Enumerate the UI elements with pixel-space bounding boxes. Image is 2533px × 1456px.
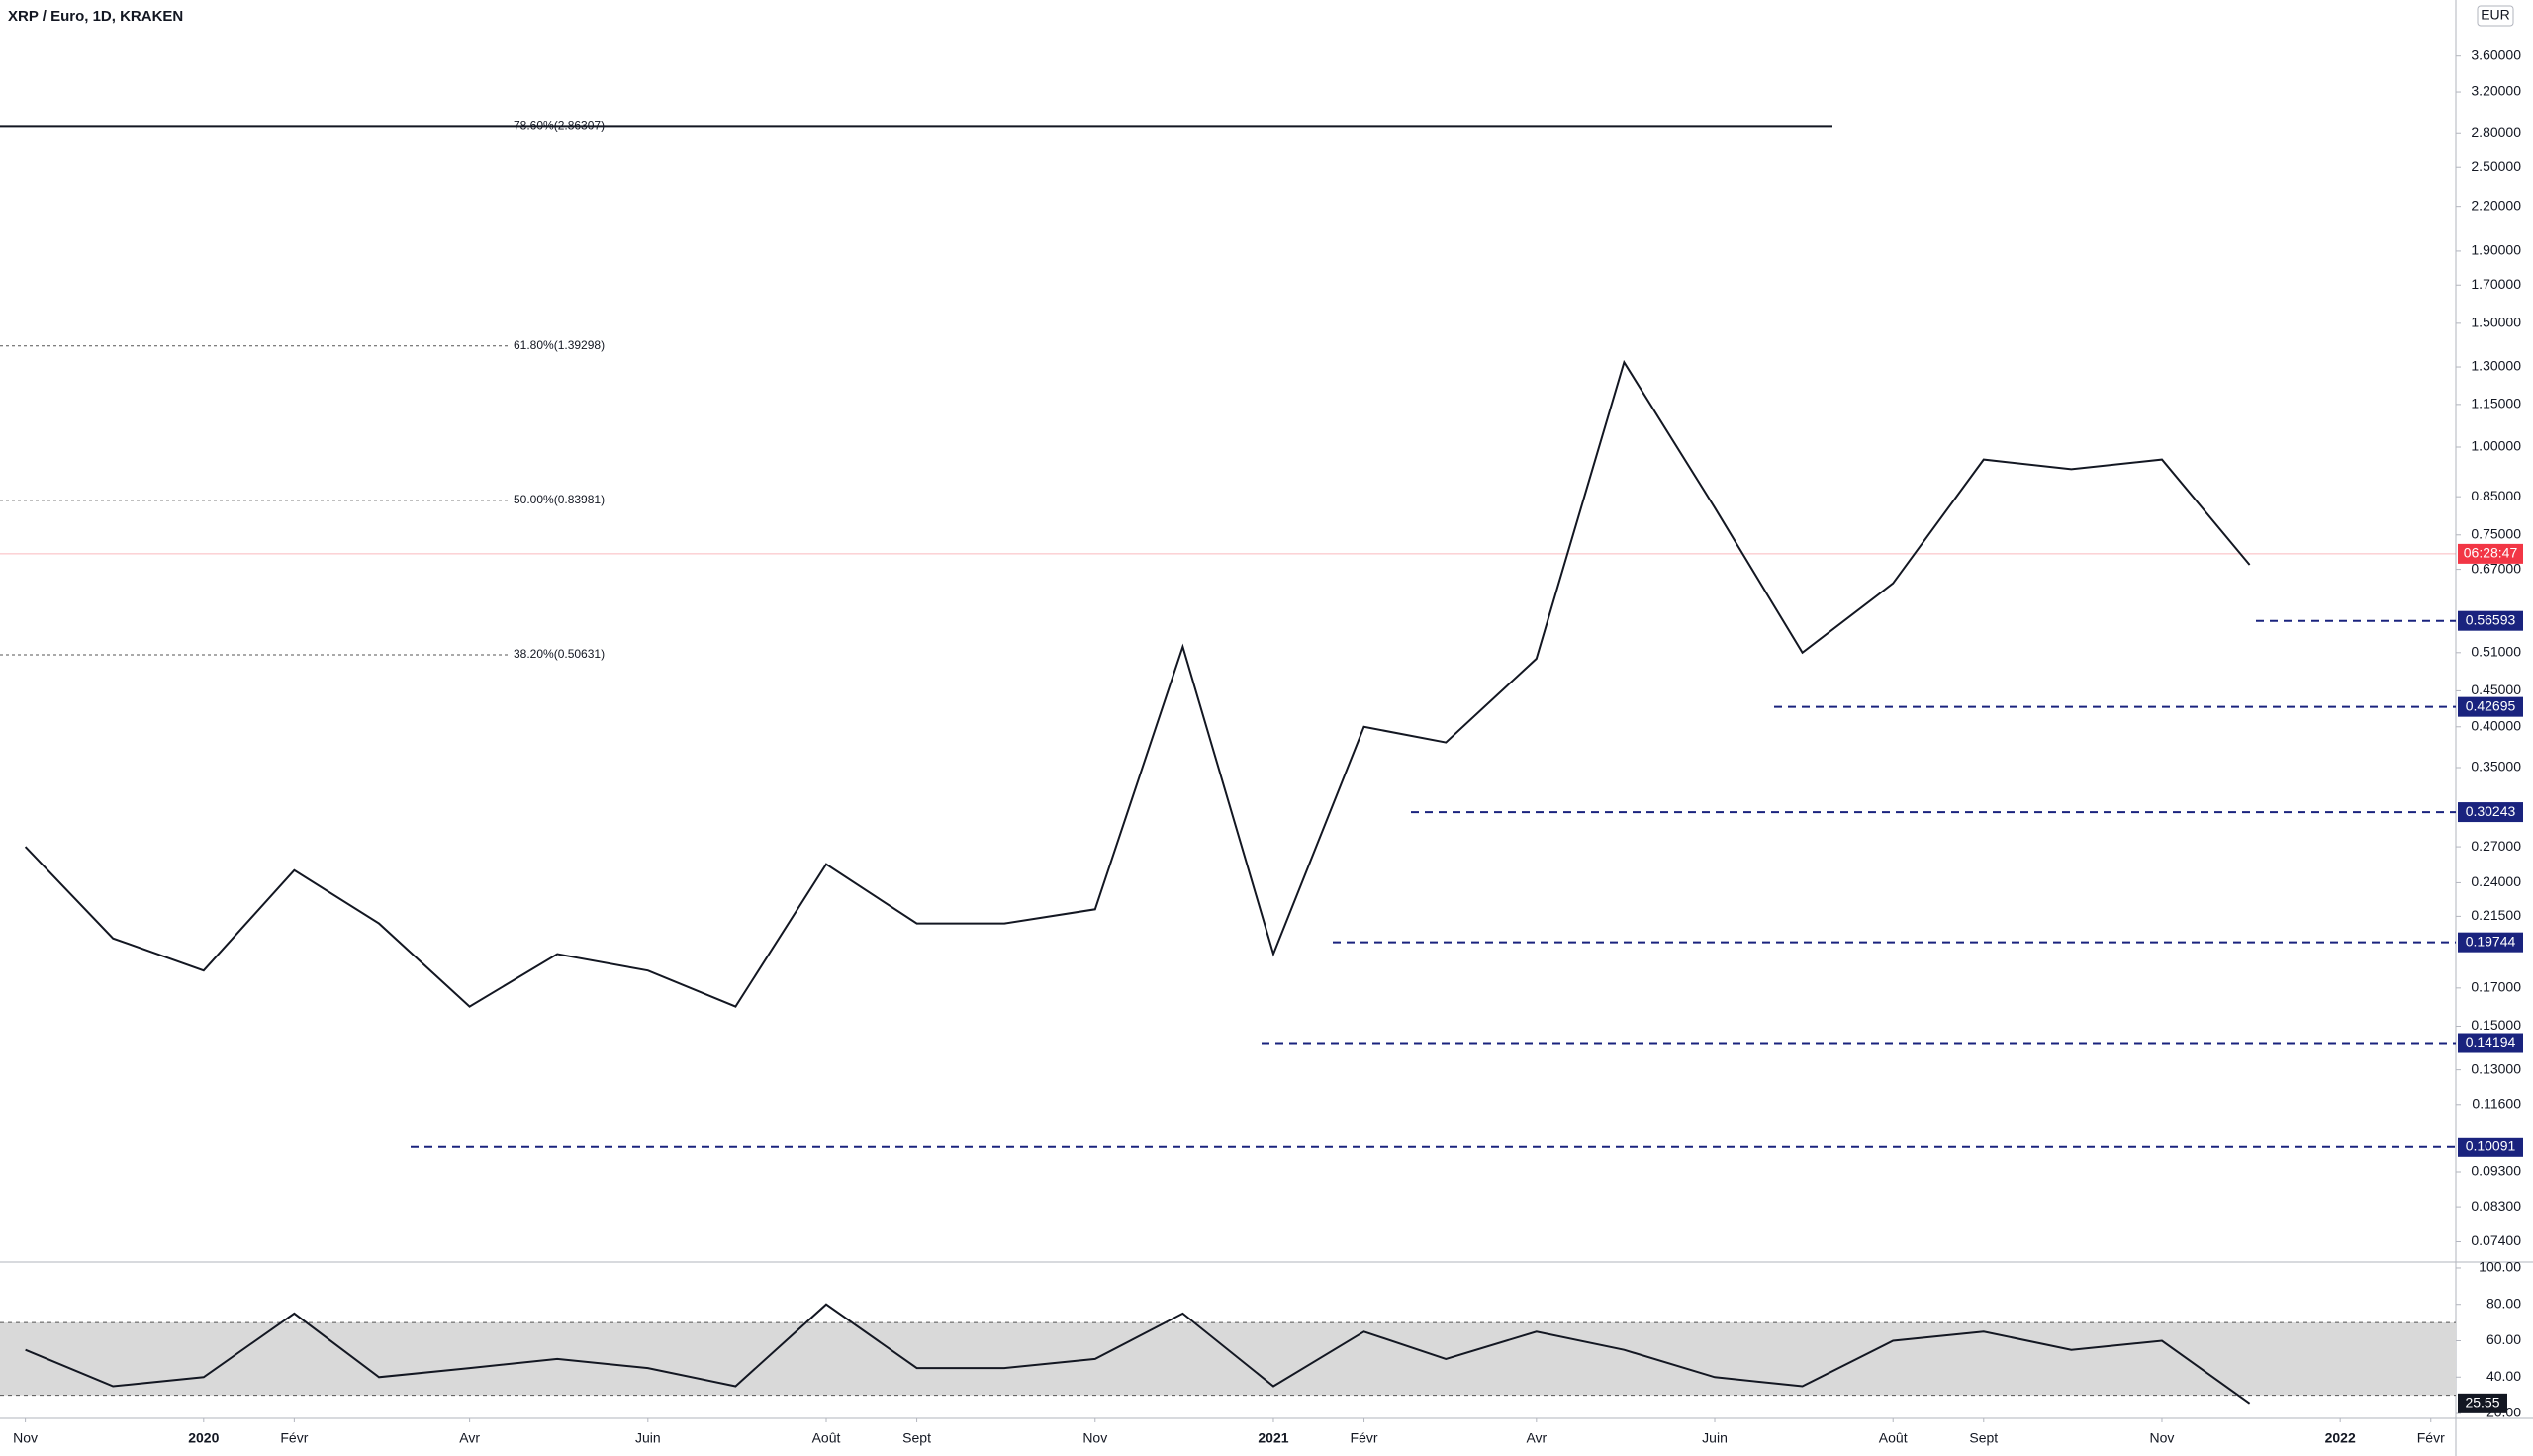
x-tick-label: Juin	[635, 1430, 661, 1446]
y-tick-label: 0.24000	[2471, 873, 2521, 889]
y-tick-label: 2.50000	[2471, 158, 2521, 174]
x-tick-label: Févr	[280, 1430, 308, 1446]
support-label-box	[2458, 1137, 2523, 1157]
y-tick-label: 0.51000	[2471, 644, 2521, 660]
support-label-box	[2458, 802, 2523, 823]
y-tick-label: 0.15000	[2471, 1017, 2521, 1033]
y-tick-label: 0.11600	[2472, 1096, 2521, 1112]
y-tick-label: 0.13000	[2471, 1060, 2521, 1076]
currency-label: EUR	[2481, 7, 2510, 23]
y-tick-label: 0.21500	[2471, 907, 2521, 923]
fib-label: 50.00%(0.83981)	[514, 493, 605, 506]
x-tick-label: 2020	[188, 1430, 219, 1446]
rsi-value-label: 25.55	[2465, 1395, 2499, 1410]
y-tick-label: 1.00000	[2471, 438, 2521, 454]
y-tick-label: 2.80000	[2471, 124, 2521, 139]
fib-label: 38.20%(0.50631)	[514, 647, 605, 661]
x-tick-label: Nov	[1082, 1430, 1107, 1446]
x-tick-label: Juin	[1702, 1430, 1728, 1446]
fib-label: 78.60%(2.86307)	[514, 119, 605, 133]
support-label-box	[2458, 610, 2523, 631]
y-tick-label: 1.30000	[2471, 358, 2521, 374]
countdown-label: 06:28:47	[2464, 545, 2518, 561]
x-tick-label: Févr	[1351, 1430, 1378, 1446]
x-tick-label: Août	[812, 1430, 841, 1446]
price-line	[25, 1303, 2251, 1405]
y-tick-label: 0.40000	[2471, 717, 2521, 733]
support-label-box	[2458, 696, 2523, 717]
support-label-box	[2458, 932, 2523, 953]
y-tick-label: 0.45000	[2471, 682, 2521, 697]
x-tick-label: Sept	[1969, 1430, 1998, 1446]
x-tick-label: Févr	[2417, 1430, 2445, 1446]
y-tick-label: 0.67000	[2471, 560, 2521, 576]
rsi-tick-label: 80.00	[2486, 1295, 2521, 1311]
y-tick-label: 0.08300	[2471, 1198, 2521, 1214]
rsi-tick-label: 40.00	[2486, 1368, 2521, 1384]
rsi-tick-label: 60.00	[2486, 1331, 2521, 1347]
x-tick-label: Nov	[2150, 1430, 2175, 1446]
support-label-box	[2458, 1033, 2523, 1053]
y-tick-label: 3.60000	[2471, 46, 2521, 62]
support-label: 0.56593	[2466, 611, 2516, 627]
y-tick-label: 2.20000	[2471, 197, 2521, 213]
x-tick-label: 2022	[2325, 1430, 2356, 1446]
y-tick-label: 0.07400	[2471, 1232, 2521, 1248]
support-label: 0.42695	[2466, 697, 2516, 713]
support-label: 0.30243	[2466, 803, 2516, 819]
y-tick-label: 0.35000	[2471, 759, 2521, 774]
y-tick-label: 0.09300	[2471, 1163, 2521, 1179]
y-tick-label: 0.75000	[2471, 525, 2521, 541]
price-line	[24, 359, 2251, 1008]
rsi-band	[0, 1322, 2456, 1396]
y-tick-label: 3.20000	[2471, 83, 2521, 99]
y-tick-label: 1.70000	[2471, 276, 2521, 292]
y-tick-label: 0.17000	[2471, 979, 2521, 995]
support-label: 0.19744	[2466, 933, 2516, 949]
rsi-value-box	[2458, 1393, 2507, 1413]
x-tick-label: 2021	[1258, 1430, 1288, 1446]
fib-label: 61.80%(1.39298)	[514, 338, 605, 352]
x-tick-label: Sept	[902, 1430, 931, 1446]
rsi-tick-label: 100.00	[2479, 1259, 2521, 1275]
y-tick-label: 1.50000	[2471, 315, 2521, 330]
countdown-box	[2458, 543, 2523, 564]
currency-box	[2477, 5, 2514, 27]
y-tick-label: 1.90000	[2471, 242, 2521, 258]
y-tick-label: 1.15000	[2471, 396, 2521, 411]
support-label: 0.10091	[2466, 1138, 2516, 1154]
support-label: 0.14194	[2466, 1034, 2516, 1049]
y-tick-label: 0.27000	[2471, 838, 2521, 854]
x-tick-label: Nov	[13, 1430, 38, 1446]
chart-title: XRP / Euro, 1D, KRAKEN	[8, 8, 183, 25]
x-tick-label: Août	[1879, 1430, 1908, 1446]
x-tick-label: Avr	[1526, 1430, 1547, 1446]
x-tick-label: Avr	[459, 1430, 480, 1446]
y-tick-label: 0.85000	[2471, 488, 2521, 503]
